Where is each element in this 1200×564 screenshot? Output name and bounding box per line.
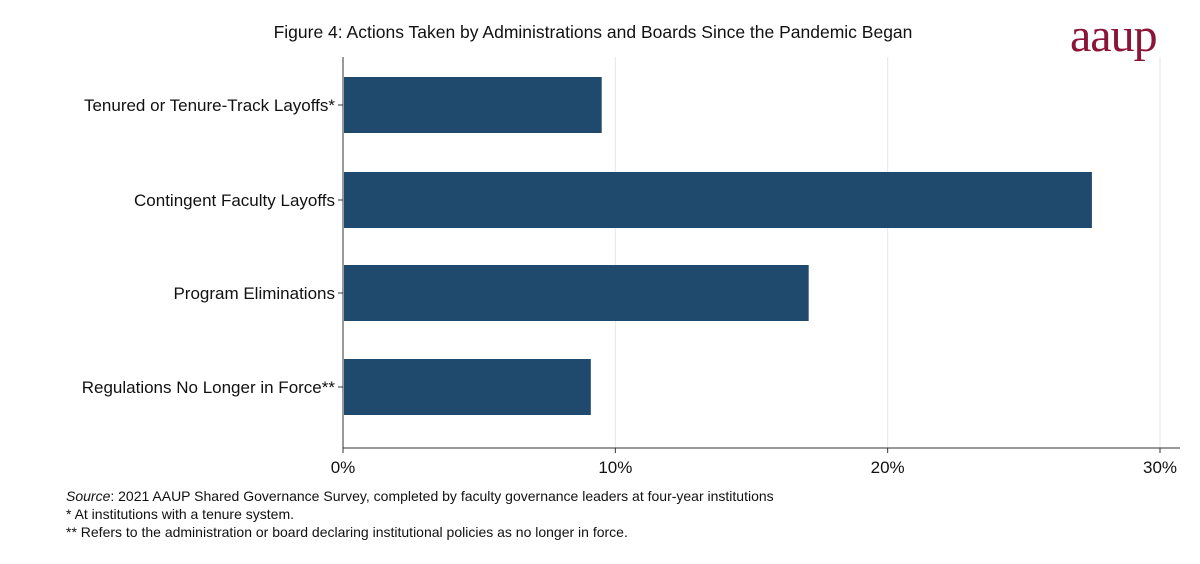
- aaup-logo: aaup: [1070, 9, 1158, 62]
- bar-2: [344, 265, 809, 321]
- x-tick-label-20: 20%: [871, 458, 905, 477]
- axes: [338, 57, 1180, 453]
- x-tick-label-30: 30%: [1143, 458, 1177, 477]
- x-tick-label-0: 0%: [331, 458, 356, 477]
- x-tick-labels: 0% 10% 20% 30%: [331, 458, 1177, 477]
- category-label-1: Contingent Faculty Layoffs: [134, 191, 335, 210]
- footnote-regulations: ** Refers to the administration or board…: [66, 524, 628, 540]
- category-label-2: Program Eliminations: [173, 284, 335, 303]
- bar-0: [344, 77, 602, 133]
- grid-lines: [614, 57, 1161, 448]
- source-note: Source: 2021 AAUP Shared Governance Surv…: [66, 487, 774, 505]
- category-label-3: Regulations No Longer in Force**: [82, 378, 336, 397]
- category-label-0: Tenured or Tenure-Track Layoffs*: [84, 96, 335, 115]
- chart-title: Figure 4: Actions Taken by Administratio…: [274, 22, 913, 42]
- bars: [344, 77, 1092, 415]
- chart-notes: Source: 2021 AAUP Shared Governance Surv…: [66, 487, 774, 541]
- category-labels: Tenured or Tenure-Track Layoffs* Continge…: [82, 96, 336, 397]
- x-tick-label-10: 10%: [598, 458, 632, 477]
- bar-3: [344, 359, 591, 415]
- source-text: : 2021 AAUP Shared Governance Survey, co…: [110, 488, 774, 504]
- source-label: Source: [66, 488, 111, 504]
- footnote-tenure: * At institutions with a tenure system.: [66, 506, 294, 522]
- bar-1: [344, 172, 1092, 228]
